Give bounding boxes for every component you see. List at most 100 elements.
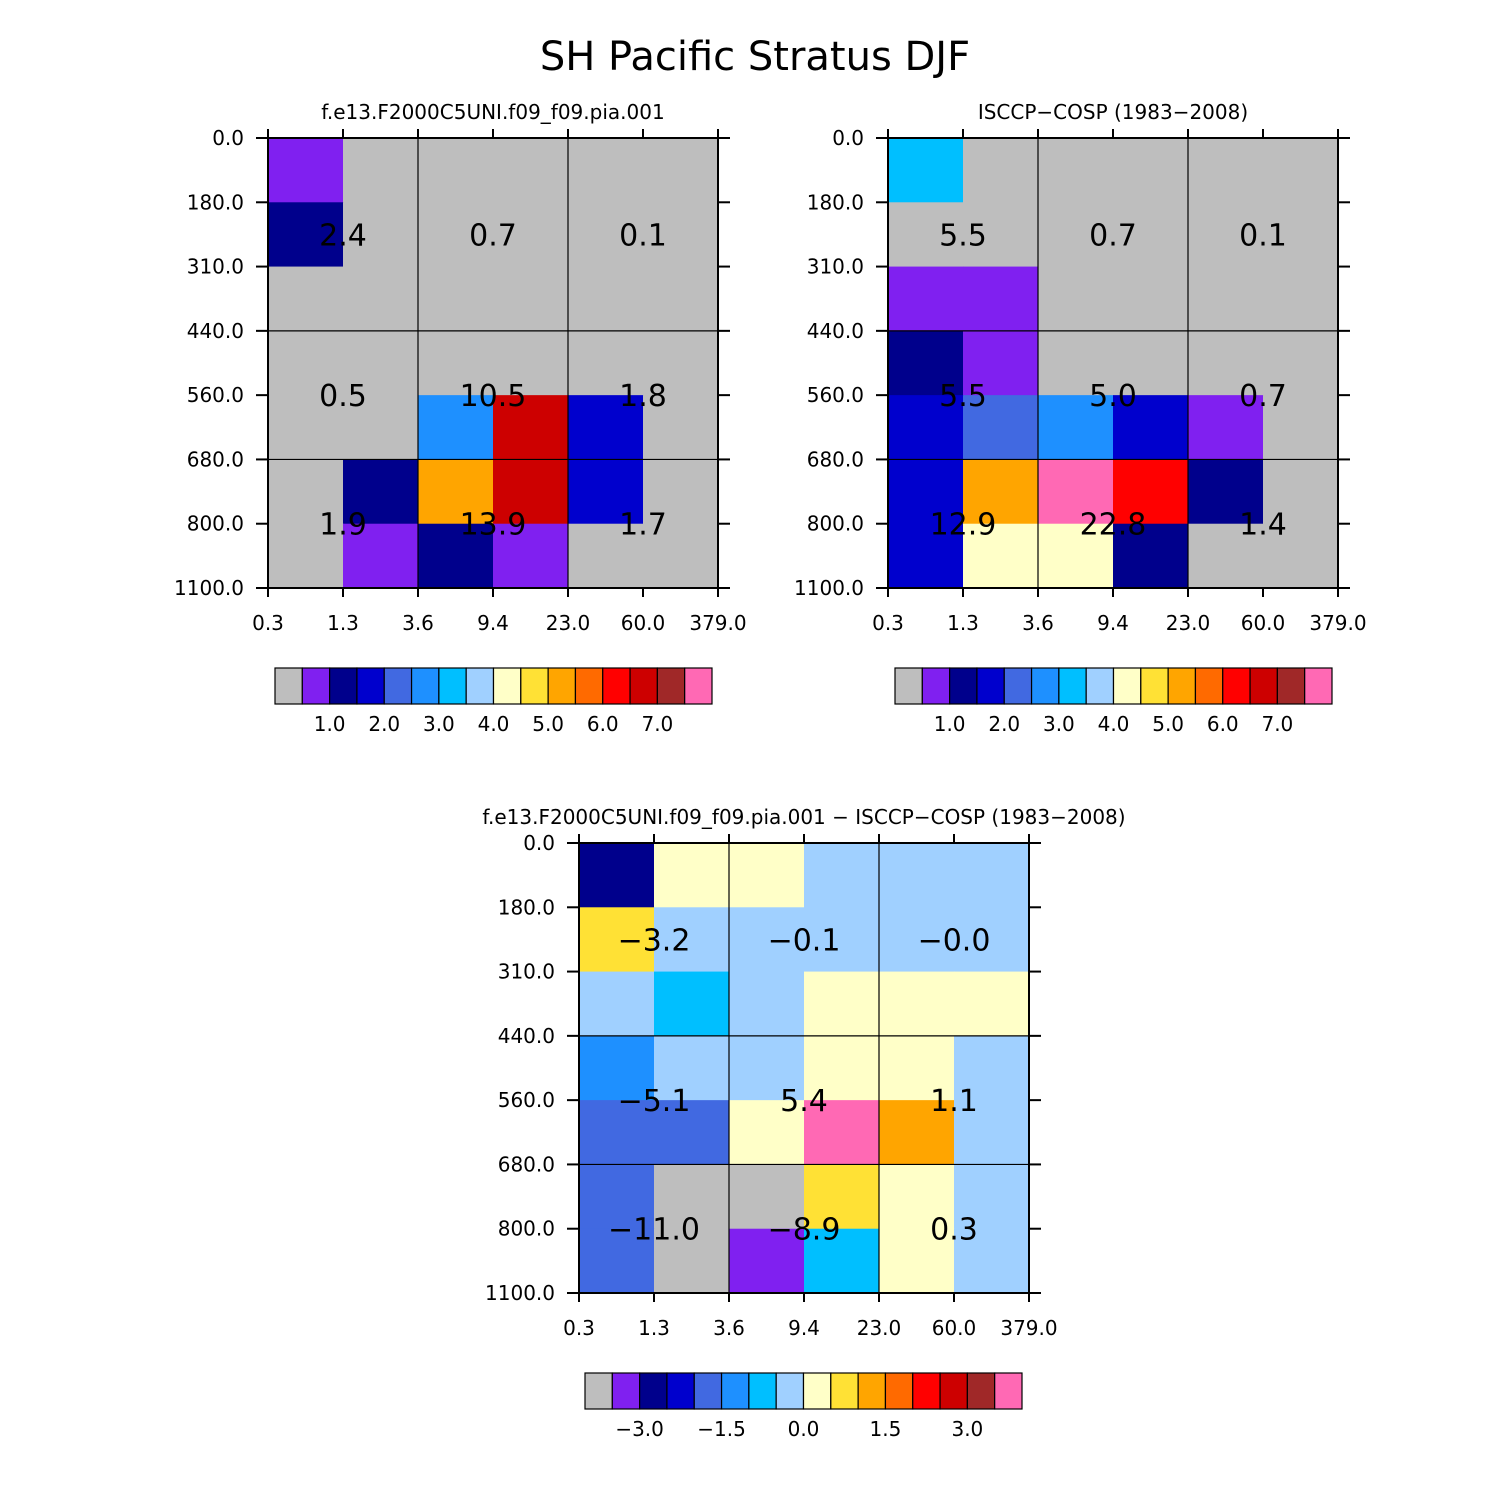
heatmap-cell bbox=[729, 843, 805, 908]
heatmap-cell bbox=[804, 1035, 880, 1101]
colorbar-swatch bbox=[1304, 667, 1333, 705]
y-tick-label: 310.0 bbox=[498, 960, 555, 984]
heatmap-cell bbox=[963, 330, 1039, 396]
colorbar-swatch bbox=[301, 667, 331, 705]
value-label: −0.0 bbox=[918, 923, 991, 958]
heatmap-cell bbox=[343, 523, 419, 589]
colorbar-swatch bbox=[1276, 667, 1306, 705]
heatmap-cell bbox=[1038, 523, 1114, 589]
x-tick-label: 1.3 bbox=[947, 611, 979, 635]
colorbar-label: 1.5 bbox=[870, 1417, 902, 1441]
heatmap-cell bbox=[804, 843, 880, 908]
heatmap-cell bbox=[1113, 202, 1189, 268]
x-tick-label: 23.0 bbox=[546, 611, 591, 635]
value-label: 12.9 bbox=[930, 508, 997, 543]
colorbar-label: 6.0 bbox=[1207, 712, 1239, 736]
panel-title: ISCCP−COSP (1983−2008) bbox=[978, 100, 1248, 124]
colorbar-label: 0.0 bbox=[788, 1417, 820, 1441]
x-tick-label: 0.3 bbox=[252, 611, 284, 635]
value-label: 0.7 bbox=[1089, 218, 1137, 253]
heatmap-cell bbox=[804, 1100, 880, 1165]
heatmap-cell bbox=[888, 266, 964, 332]
heatmap-cell bbox=[888, 330, 964, 396]
heatmap-cell bbox=[1263, 202, 1339, 268]
colorbar-swatch bbox=[602, 667, 631, 705]
heatmap-cell bbox=[879, 843, 955, 908]
heatmap-cell bbox=[1263, 395, 1339, 460]
heatmap-cell bbox=[643, 266, 719, 332]
colorbar-swatch bbox=[802, 1372, 832, 1410]
heatmap-cell bbox=[954, 907, 1030, 973]
colorbar-label: 6.0 bbox=[587, 712, 619, 736]
colorbar-swatch bbox=[629, 667, 658, 705]
panel-model: 0.3 1.3 3.6 9.4 23.0 60.0 379.0 0.0 180.0 310.0 44… bbox=[174, 100, 747, 736]
value-label: 0.7 bbox=[469, 218, 517, 253]
y-tick-label: 0.0 bbox=[832, 126, 864, 150]
heatmap-cell bbox=[888, 202, 964, 268]
y-tick-label: 1100.0 bbox=[485, 1281, 555, 1305]
heatmap-cell bbox=[493, 395, 569, 460]
colorbar-label: 5.0 bbox=[532, 712, 564, 736]
x-tick-label: 23.0 bbox=[857, 1316, 902, 1340]
heatmap-cell bbox=[418, 266, 494, 332]
y-tick-label: 680.0 bbox=[187, 447, 244, 471]
colorbar-swatch bbox=[574, 667, 604, 705]
colorbar-swatch bbox=[410, 667, 440, 705]
y-tick-label: 560.0 bbox=[187, 383, 244, 407]
colorbar-swatch bbox=[857, 1372, 887, 1410]
value-label: 0.5 bbox=[319, 379, 367, 414]
x-tick-label: 3.6 bbox=[713, 1316, 745, 1340]
colorbar-swatch bbox=[684, 667, 713, 705]
heatmap-cell bbox=[568, 523, 644, 589]
y-tick-label: 180.0 bbox=[498, 895, 555, 919]
heatmap-cell bbox=[963, 395, 1039, 460]
colorbar-swatch bbox=[884, 1372, 914, 1410]
heatmap-cell bbox=[804, 1228, 880, 1294]
heatmap-cell bbox=[268, 523, 344, 589]
panel-obs: 0.3 1.3 3.6 9.4 23.0 60.0 379.0 0.0 180.0 310.0 44… bbox=[794, 100, 1367, 736]
y-tick-label: 560.0 bbox=[807, 383, 864, 407]
heatmap-cell bbox=[654, 971, 730, 1037]
heatmap-cell bbox=[1263, 330, 1339, 396]
y-tick-label: 310.0 bbox=[187, 255, 244, 279]
y-tick-label: 1100.0 bbox=[794, 576, 864, 600]
x-tick-label: 9.4 bbox=[788, 1316, 820, 1340]
colorbar-label: 3.0 bbox=[951, 1417, 983, 1441]
colorbar-swatch bbox=[520, 667, 549, 705]
heatmap-cell bbox=[579, 843, 655, 908]
heatmap-cell bbox=[963, 523, 1039, 589]
heatmap-cell bbox=[268, 330, 344, 396]
value-label: −8.9 bbox=[768, 1213, 841, 1248]
y-tick-label: 310.0 bbox=[807, 255, 864, 279]
colorbar-label: −1.5 bbox=[697, 1417, 746, 1441]
colorbar-swatch bbox=[1112, 667, 1142, 705]
heatmap-cell bbox=[1188, 266, 1264, 332]
colorbar-swatch bbox=[639, 1372, 668, 1410]
colorbar-swatch bbox=[547, 667, 577, 705]
heatmap-cell bbox=[1113, 459, 1189, 525]
colorbar-swatch bbox=[584, 1372, 613, 1410]
heatmap-cell bbox=[493, 459, 569, 525]
heatmap-cell bbox=[343, 138, 419, 203]
colorbar-swatch bbox=[1167, 667, 1197, 705]
colorbar-swatch bbox=[1058, 667, 1087, 705]
heatmap-cell bbox=[343, 202, 419, 268]
y-tick-label: 560.0 bbox=[498, 1088, 555, 1112]
colorbar-swatch bbox=[939, 1372, 968, 1410]
heatmap-cell bbox=[579, 971, 655, 1037]
value-label: 1.7 bbox=[619, 508, 667, 543]
x-tick-label: 60.0 bbox=[932, 1316, 977, 1340]
x-tick-label: 3.6 bbox=[402, 611, 434, 635]
colorbar-swatch bbox=[966, 1372, 996, 1410]
heatmap-cell bbox=[493, 138, 569, 203]
heatmap-cell bbox=[1113, 330, 1189, 396]
value-label: 10.5 bbox=[460, 379, 527, 414]
heatmap-cell bbox=[643, 395, 719, 460]
heatmap-cell bbox=[879, 1164, 955, 1230]
heatmap-cell bbox=[1038, 138, 1114, 203]
heatmap-cell bbox=[579, 1228, 655, 1294]
colorbar-swatch bbox=[438, 667, 467, 705]
panel-title: f.e13.F2000C5UNI.f09_f09.pia.001 bbox=[321, 100, 664, 124]
x-tick-label: 379.0 bbox=[689, 611, 746, 635]
